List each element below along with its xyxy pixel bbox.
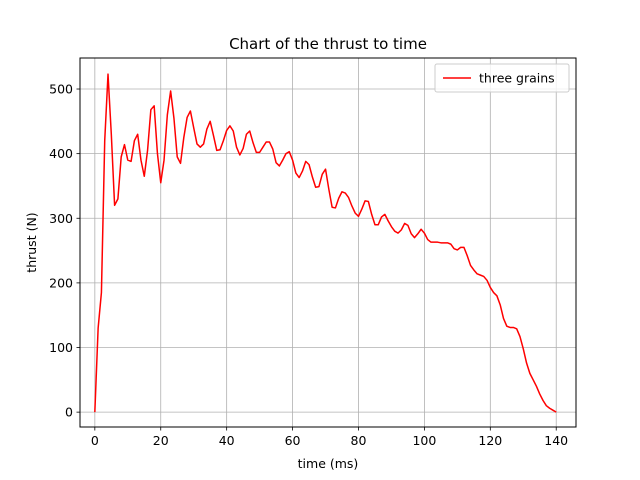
series-line-three-grains bbox=[94, 73, 557, 413]
x-tick-label: 140 bbox=[544, 433, 568, 448]
y-axis-label: thrust (N) bbox=[24, 212, 39, 272]
grid bbox=[80, 58, 576, 427]
x-tick-label: 80 bbox=[351, 433, 367, 448]
legend-box bbox=[434, 63, 570, 93]
y-tick-label: 100 bbox=[49, 340, 73, 355]
y-tick-label: 0 bbox=[65, 405, 73, 420]
y-tick-label: 400 bbox=[49, 146, 73, 161]
y-tick-label: 200 bbox=[49, 275, 73, 290]
x-tick-label: 0 bbox=[91, 433, 99, 448]
chart-title: Chart of the thrust to time bbox=[229, 35, 427, 53]
y-tick-label: 300 bbox=[49, 211, 73, 226]
y-tick-label: 500 bbox=[49, 82, 73, 97]
legend-label: three grains bbox=[479, 71, 555, 86]
axis-ticks: 0 20 40 60 80 100 120 140 0 100 200 300 400 500 bbox=[49, 82, 568, 448]
legend: three grains bbox=[434, 63, 570, 93]
axes-frame bbox=[79, 57, 577, 428]
series-layer bbox=[94, 73, 557, 413]
x-tick-label: 20 bbox=[153, 433, 169, 448]
x-tick-label: 40 bbox=[219, 433, 235, 448]
x-tick-label: 60 bbox=[285, 433, 301, 448]
x-axis-label: time (ms) bbox=[298, 456, 359, 471]
x-tick-label: 100 bbox=[412, 433, 436, 448]
x-tick-label: 120 bbox=[478, 433, 502, 448]
